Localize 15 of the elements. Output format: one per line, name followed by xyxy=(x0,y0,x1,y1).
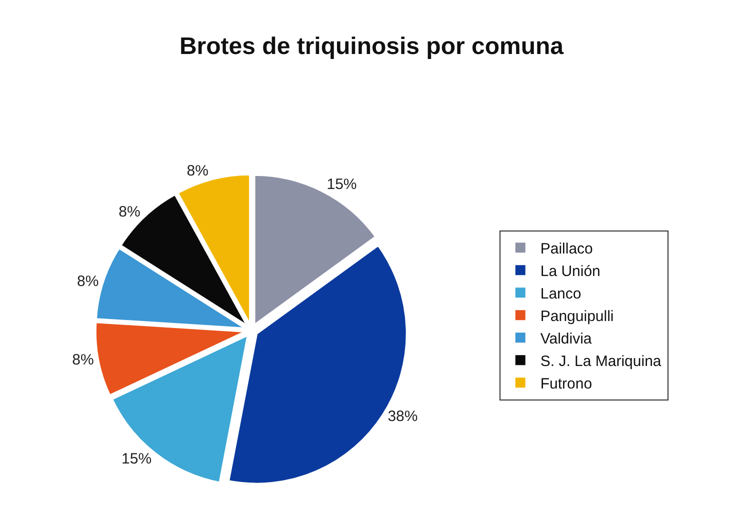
legend-label: La Unión xyxy=(540,263,600,280)
legend-label: Futrono xyxy=(540,376,592,392)
chart-title: Brotes de triquinosis por comuna xyxy=(179,32,564,60)
legend-label: Panguipulli xyxy=(540,308,614,325)
legend-label: Paillaco xyxy=(540,240,593,258)
data-label: 15% xyxy=(326,176,357,193)
data-label: 8% xyxy=(118,203,140,220)
data-label: 15% xyxy=(122,450,152,468)
legend-label: Lanco xyxy=(540,286,582,302)
data-label: 8% xyxy=(77,272,99,290)
data-label: 38% xyxy=(388,408,418,426)
data-label: 8% xyxy=(72,351,94,368)
legend-label: S. J. La Mariquina xyxy=(540,353,662,370)
legend-label: Valdivia xyxy=(540,330,592,348)
data-label: 8% xyxy=(186,162,208,180)
